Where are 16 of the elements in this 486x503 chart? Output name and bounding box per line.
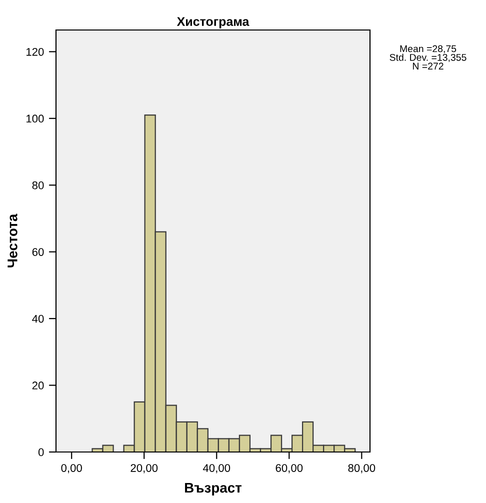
x-tick-label: 40,00: [202, 464, 230, 474]
y-tick-label: 0: [38, 448, 44, 456]
x-tick-label: 80,00: [348, 464, 376, 474]
y-tick-label: 60: [32, 248, 44, 256]
x-tick-label: 60,00: [276, 464, 303, 474]
y-tick-label: 100: [26, 114, 44, 123]
y-axis-title: Честота: [8, 214, 18, 268]
y-tick-label: 40: [32, 314, 44, 323]
x-tick-label: 0,00: [61, 464, 82, 474]
y-tick-label: 20: [32, 382, 44, 390]
chart-title: Хистограма: [176, 17, 250, 28]
x-tick-label: 20,00: [130, 464, 158, 474]
y-tick-label: 80: [32, 181, 44, 190]
x-axis-title: Възраст: [185, 483, 242, 496]
text: Mean =28,75 Std. Dev. =13,355 N =272: [390, 45, 466, 70]
y-tick-label: 120: [26, 48, 44, 56]
